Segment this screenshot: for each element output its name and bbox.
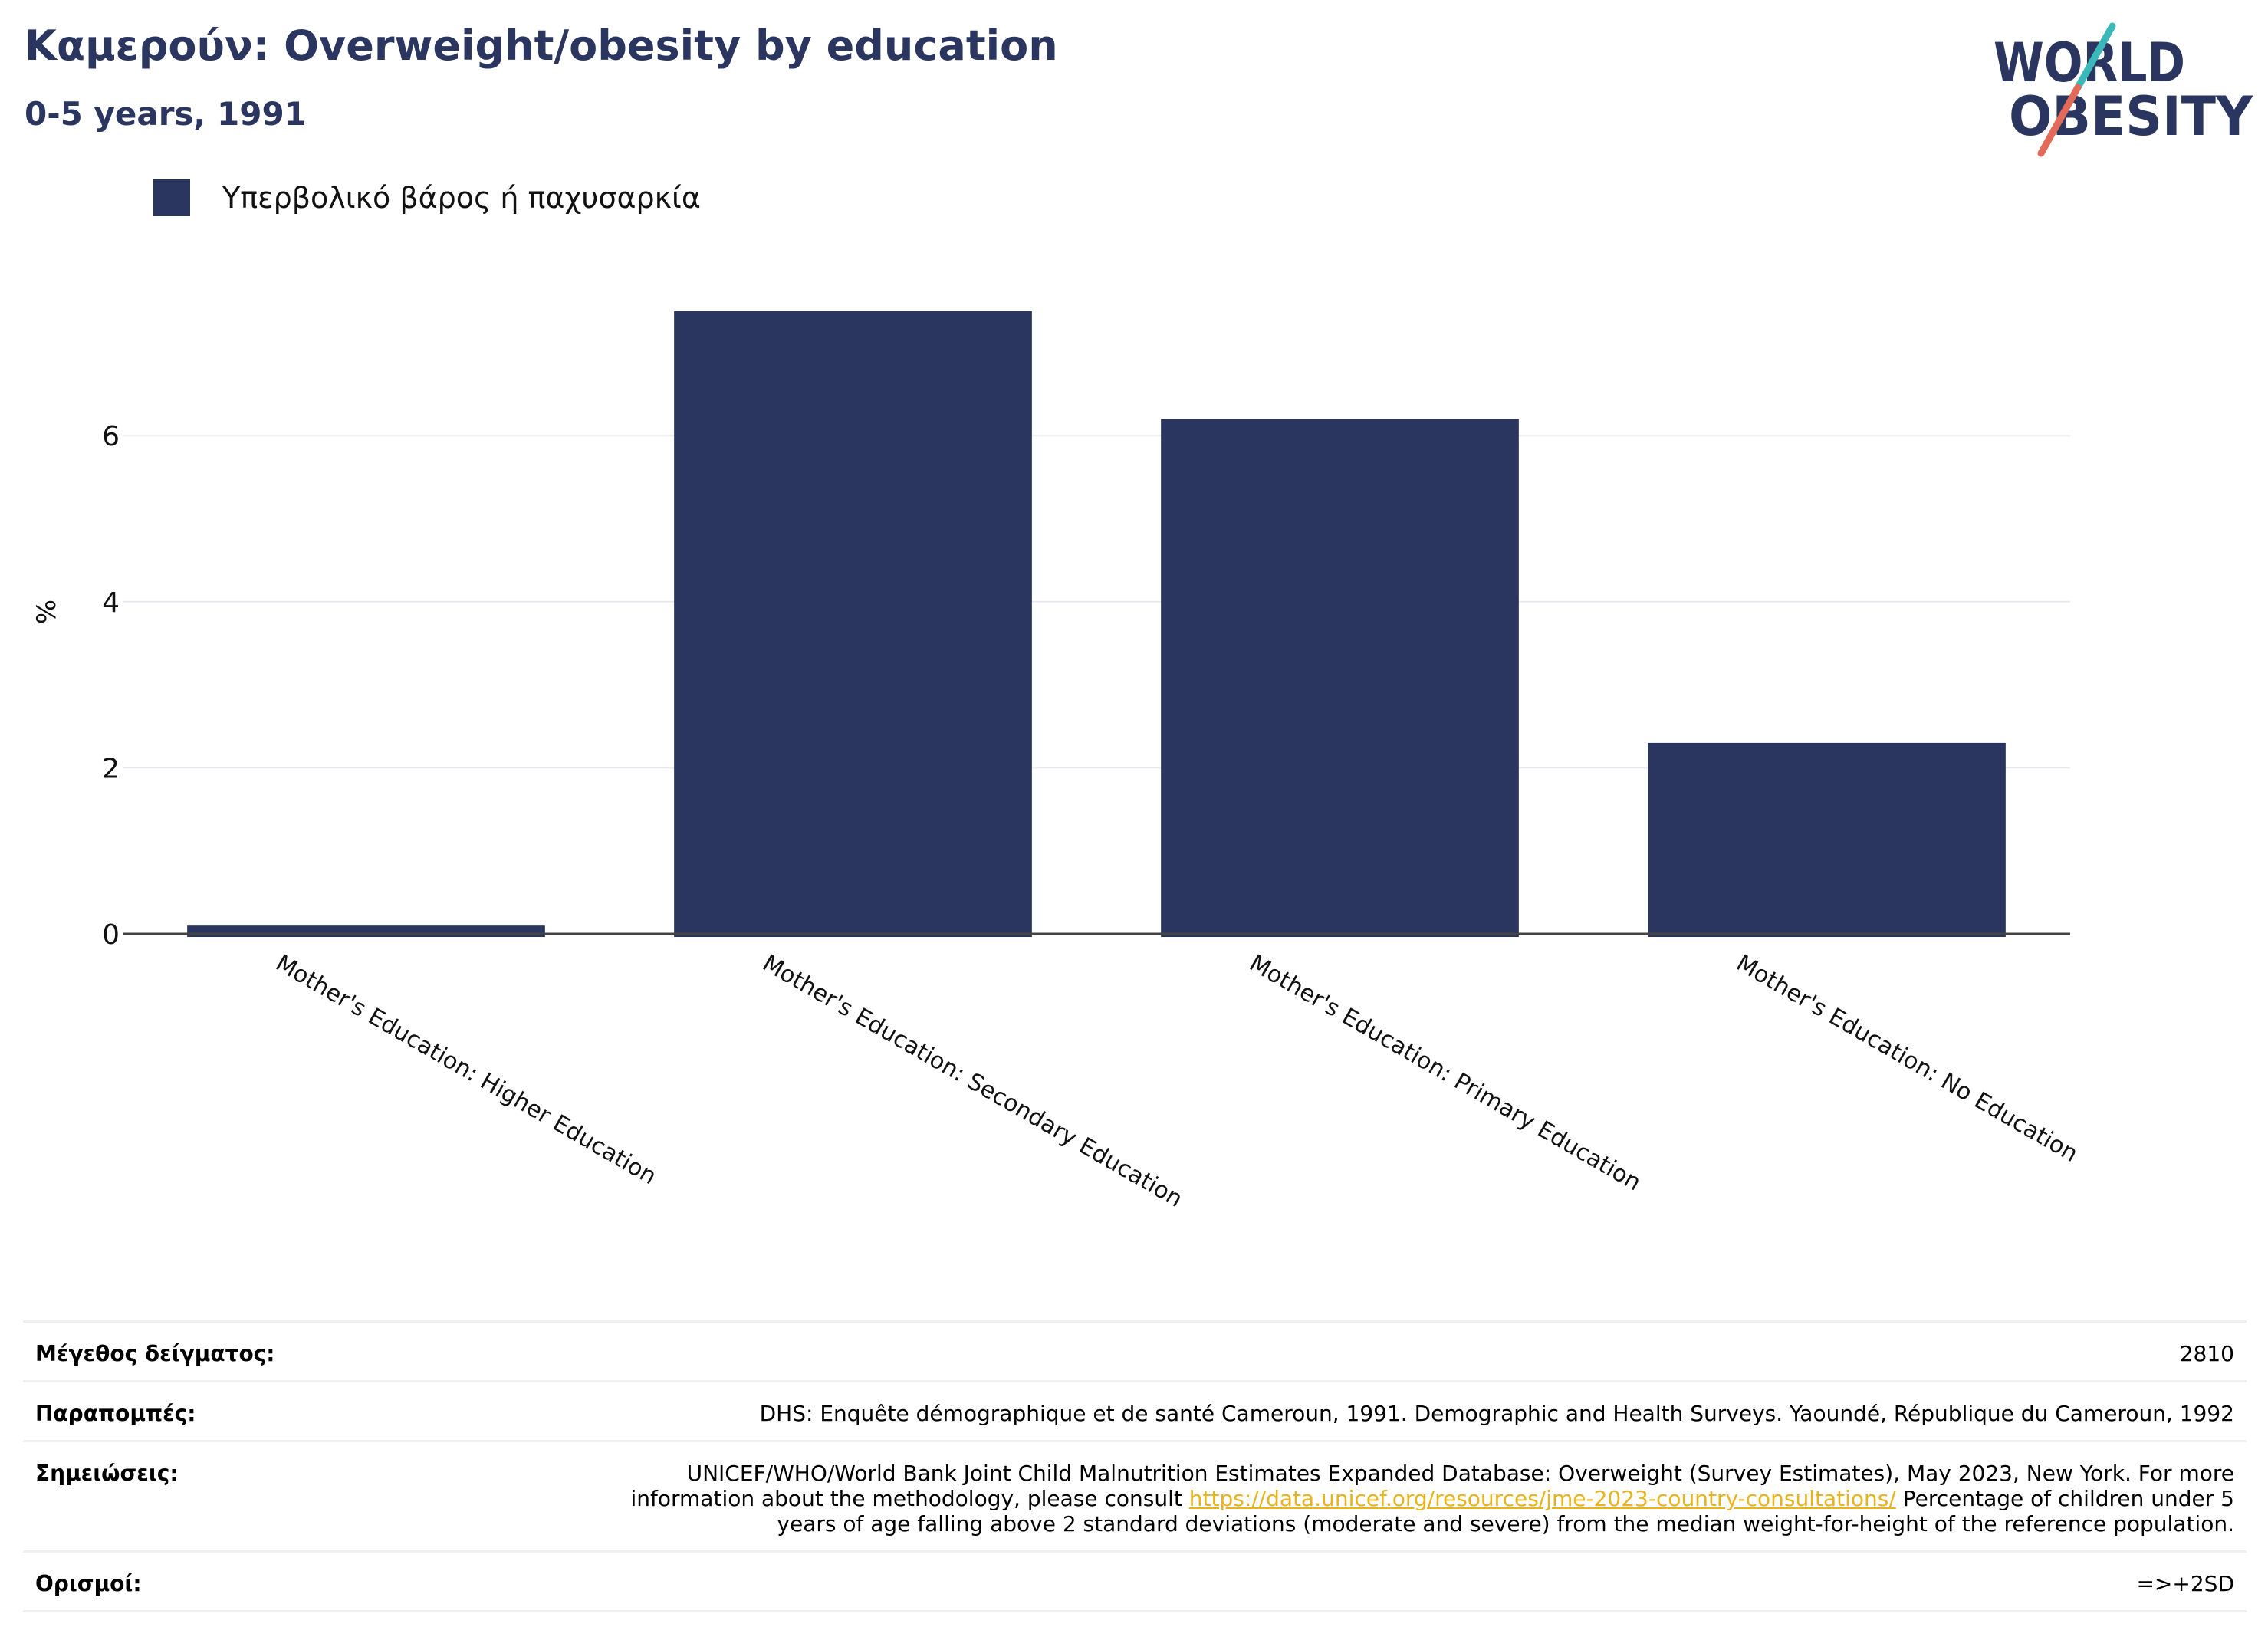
notes-text-before: UNICEF/WHO/World Bank Joint Child Malnut… <box>630 1461 2235 1512</box>
bar <box>674 311 1032 937</box>
y-tick-label: 4 <box>102 587 120 619</box>
y-axis-label: % <box>31 600 62 624</box>
logo-slash-top <box>2074 22 2116 91</box>
notes-value: UNICEF/WHO/World Bank Joint Child Malnut… <box>624 1461 2235 1537</box>
chart-legend: Υπερβολικό βάρος ή παχυσαρκία <box>153 178 701 218</box>
grid-layer <box>123 435 2070 769</box>
footer-row-references: Παραπομπές: DHS: Enquête démographique e… <box>23 1382 2247 1443</box>
bar <box>1161 419 1519 937</box>
chart-subtitle: 0-5 years, 1991 <box>25 95 307 133</box>
notes-label: Σημειώσεις: <box>35 1461 179 1487</box>
x-tick-label: Mother's Education: Higher Education <box>271 950 661 1191</box>
references-value: DHS: Enquête démographique et de santé C… <box>759 1401 2234 1427</box>
world-obesity-logo: WORLD OBESITY <box>1994 22 2253 157</box>
chart-title: Καμερούν: Overweight/obesity by educatio… <box>25 21 1058 70</box>
sample-size-value: 2810 <box>2179 1341 2234 1366</box>
footer-row-definitions: Ορισμοί: =>+2SD <box>23 1553 2247 1613</box>
footer-row-sample-size: Μέγεθος δείγματος: 2810 <box>23 1323 2247 1383</box>
legend-label: Υπερβολικό βάρος ή παχυσαρκία <box>222 181 701 215</box>
bar <box>1648 742 2006 937</box>
legend-swatch <box>153 179 190 216</box>
references-label: Παραπομπές: <box>35 1401 196 1427</box>
bar-layer <box>187 311 2006 937</box>
y-tick-label: 0 <box>102 919 120 951</box>
bar <box>187 925 545 937</box>
logo-slash-bottom <box>2037 84 2082 157</box>
definitions-label: Ορισμοί: <box>35 1571 142 1597</box>
y-tick-label: 2 <box>102 753 120 784</box>
sample-size-label: Μέγεθος δείγματος: <box>35 1341 275 1366</box>
footer-row-notes: Σημειώσεις: UNICEF/WHO/World Bank Joint … <box>23 1442 2247 1553</box>
notes-text-after: Percentage of children under 5 years of … <box>777 1486 2234 1537</box>
x-tick-label: Mother's Education: Primary Education <box>1245 950 1645 1197</box>
bar-chart: 0 2 4 6 Mother's Education: Higher Education… <box>31 311 2082 1213</box>
definitions-value: =>+2SD <box>2136 1571 2234 1597</box>
chart-footer: Μέγεθος δείγματος: 2810 Παραπομπές: DHS:… <box>23 1320 2247 1613</box>
x-tick-label: Mother's Education: No Education <box>1732 950 2082 1168</box>
x-tick-label: Mother's Education: Secondary Education <box>758 950 1188 1213</box>
y-tick-label: 6 <box>102 421 120 452</box>
notes-link[interactable]: https://data.unicef.org/resources/jme-20… <box>1188 1486 1896 1512</box>
